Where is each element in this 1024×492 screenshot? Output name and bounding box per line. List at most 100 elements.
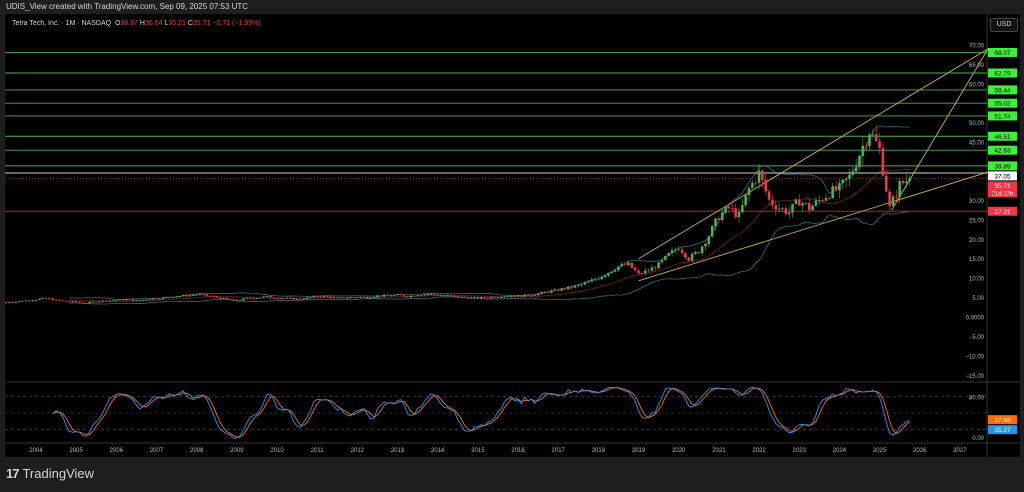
candle-body xyxy=(178,296,182,298)
candle-body xyxy=(242,298,245,301)
candle-body xyxy=(262,296,265,298)
tradingview-brand[interactable]: 17 TradingView xyxy=(6,466,94,481)
level-badge-label: 27.21 xyxy=(994,209,1011,216)
y-tick-label: 50.00 xyxy=(969,121,985,127)
close-value: 35.71 xyxy=(192,20,211,27)
candle-body xyxy=(198,294,202,296)
trendline xyxy=(638,48,989,260)
candle-body xyxy=(192,294,195,296)
candle-body xyxy=(309,297,312,299)
candle-body xyxy=(633,267,637,271)
x-tick-label: 2004 xyxy=(29,448,43,454)
y-tick-label: 65.00 xyxy=(969,63,985,69)
candle-body xyxy=(801,203,804,206)
candle-body xyxy=(884,175,888,192)
bollinger-basis xyxy=(69,169,910,302)
candle-body xyxy=(228,299,232,301)
candle-body xyxy=(84,303,88,304)
candle-body xyxy=(469,297,473,299)
candle-body xyxy=(811,205,814,211)
candle-body xyxy=(38,298,41,301)
candle-body xyxy=(68,301,71,303)
candle-body xyxy=(108,300,111,302)
candle-body xyxy=(429,293,433,295)
level-badge xyxy=(988,171,1017,181)
candle-body xyxy=(185,295,188,297)
candle-body xyxy=(821,199,824,201)
oscillator-badge xyxy=(988,415,1017,425)
x-tick-label: 2008 xyxy=(190,448,204,454)
candle-body xyxy=(603,275,607,278)
candle-body xyxy=(653,267,657,269)
brand-name: TradingView xyxy=(22,466,95,481)
candle-body xyxy=(325,296,329,298)
candle-body xyxy=(844,178,848,180)
candle-body xyxy=(754,182,758,184)
candle-body xyxy=(848,174,851,179)
candle-body xyxy=(416,295,419,296)
candle-body xyxy=(141,299,145,301)
level-badge xyxy=(988,47,1017,57)
candle-body xyxy=(660,259,664,263)
candle-body xyxy=(500,297,503,298)
candle-body xyxy=(212,296,215,297)
x-tick-label: 2025 xyxy=(873,448,887,454)
candle-body xyxy=(292,297,296,300)
candle-body xyxy=(412,295,416,297)
candle-body xyxy=(489,297,493,299)
candle-body xyxy=(476,297,480,299)
low-value: 35.21 xyxy=(168,20,186,27)
candle-body xyxy=(433,293,436,295)
candle-body xyxy=(118,299,121,301)
candle-body xyxy=(78,302,81,304)
candle-body xyxy=(744,195,747,206)
candle-body xyxy=(828,197,831,199)
candle-body xyxy=(285,297,289,299)
candle-body xyxy=(607,272,610,276)
candle-body xyxy=(620,264,624,267)
y-tick-label: 15.00 xyxy=(969,257,985,263)
candle-body xyxy=(694,252,697,254)
candle-body xyxy=(724,206,727,213)
candle-body xyxy=(640,273,644,274)
candle-body xyxy=(138,300,142,301)
level-badge-label: 51.74 xyxy=(994,113,1011,120)
candle-body xyxy=(613,270,617,272)
candle-body xyxy=(526,294,530,296)
x-tick-label: 2021 xyxy=(712,448,726,454)
candle-body xyxy=(667,253,670,256)
candle-body xyxy=(583,282,587,285)
x-tick-label: 2019 xyxy=(632,448,646,454)
candle-body xyxy=(232,299,235,301)
candle-body xyxy=(282,298,286,299)
candle-body xyxy=(28,300,31,302)
candle-body xyxy=(737,212,741,218)
currency-button[interactable]: USD xyxy=(990,18,1018,32)
candle-body xyxy=(111,300,115,302)
candle-body xyxy=(787,212,791,214)
level-badge-label: 55.02 xyxy=(994,101,1011,108)
candle-body xyxy=(730,208,734,209)
candle-body xyxy=(566,286,570,290)
candle-body xyxy=(51,298,55,301)
chart-area[interactable] xyxy=(5,14,1020,457)
candle-body xyxy=(402,295,406,297)
candle-body xyxy=(864,145,868,147)
candle-body xyxy=(202,294,205,296)
candle-body xyxy=(168,297,172,298)
candle-body xyxy=(553,289,557,291)
close-label: C xyxy=(187,20,193,27)
candle-body xyxy=(128,299,132,301)
x-tick-label: 2005 xyxy=(69,448,83,454)
candle-body xyxy=(898,181,901,198)
candle-body xyxy=(861,145,865,156)
candle-body xyxy=(322,296,326,298)
candle-body xyxy=(443,295,446,297)
candle-body xyxy=(714,218,717,226)
candle-body xyxy=(533,295,537,296)
candle-body xyxy=(901,181,905,184)
candle-body xyxy=(17,300,21,302)
y-tick-label: 0.0000 xyxy=(966,316,985,322)
candle-body xyxy=(761,170,764,180)
